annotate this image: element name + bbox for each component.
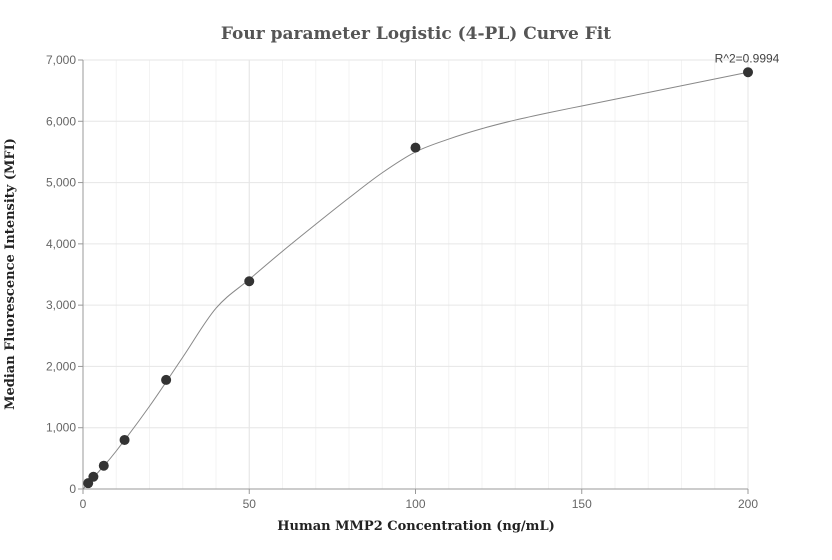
- data-point: [410, 142, 421, 153]
- data-point: [161, 374, 172, 385]
- y-tick-label: 7,000: [46, 53, 76, 67]
- grid: [82, 59, 749, 490]
- x-tick-label: 150: [572, 497, 592, 511]
- y-tick-label: 5,000: [46, 176, 76, 190]
- y-tick-label: 0: [69, 482, 76, 496]
- x-tick-label: 200: [738, 497, 758, 511]
- y-tick-label: 4,000: [46, 237, 76, 251]
- r-squared-annotation: R^2=0.9994: [715, 51, 780, 65]
- y-tick-label: 6,000: [46, 114, 76, 128]
- x-tick-label: 50: [243, 497, 257, 511]
- data-point: [743, 67, 753, 78]
- y-tick-label: 3,000: [46, 298, 76, 312]
- data-point: [88, 471, 99, 482]
- x-tick-label: 100: [405, 497, 425, 511]
- x-axis-title: Human MMP2 Concentration (ng/mL): [277, 519, 554, 534]
- axes: [78, 59, 749, 494]
- x-tick-label: 0: [80, 497, 87, 511]
- data-point: [244, 276, 255, 287]
- y-tick-label: 2,000: [46, 359, 76, 373]
- y-axis-title: Median Fluorescence Intensity (MFI): [3, 138, 18, 410]
- tick-labels: 0 50 100 150 200 0 1,000 2,000 3,000 4,000 5,000 6,…: [46, 53, 758, 511]
- y-tick-label: 1,000: [46, 421, 76, 435]
- data-point: [119, 434, 130, 445]
- data-point: [98, 460, 109, 471]
- data-points: [83, 67, 753, 489]
- chart-title: Four parameter Logistic (4-PL) Curve Fit: [221, 24, 611, 44]
